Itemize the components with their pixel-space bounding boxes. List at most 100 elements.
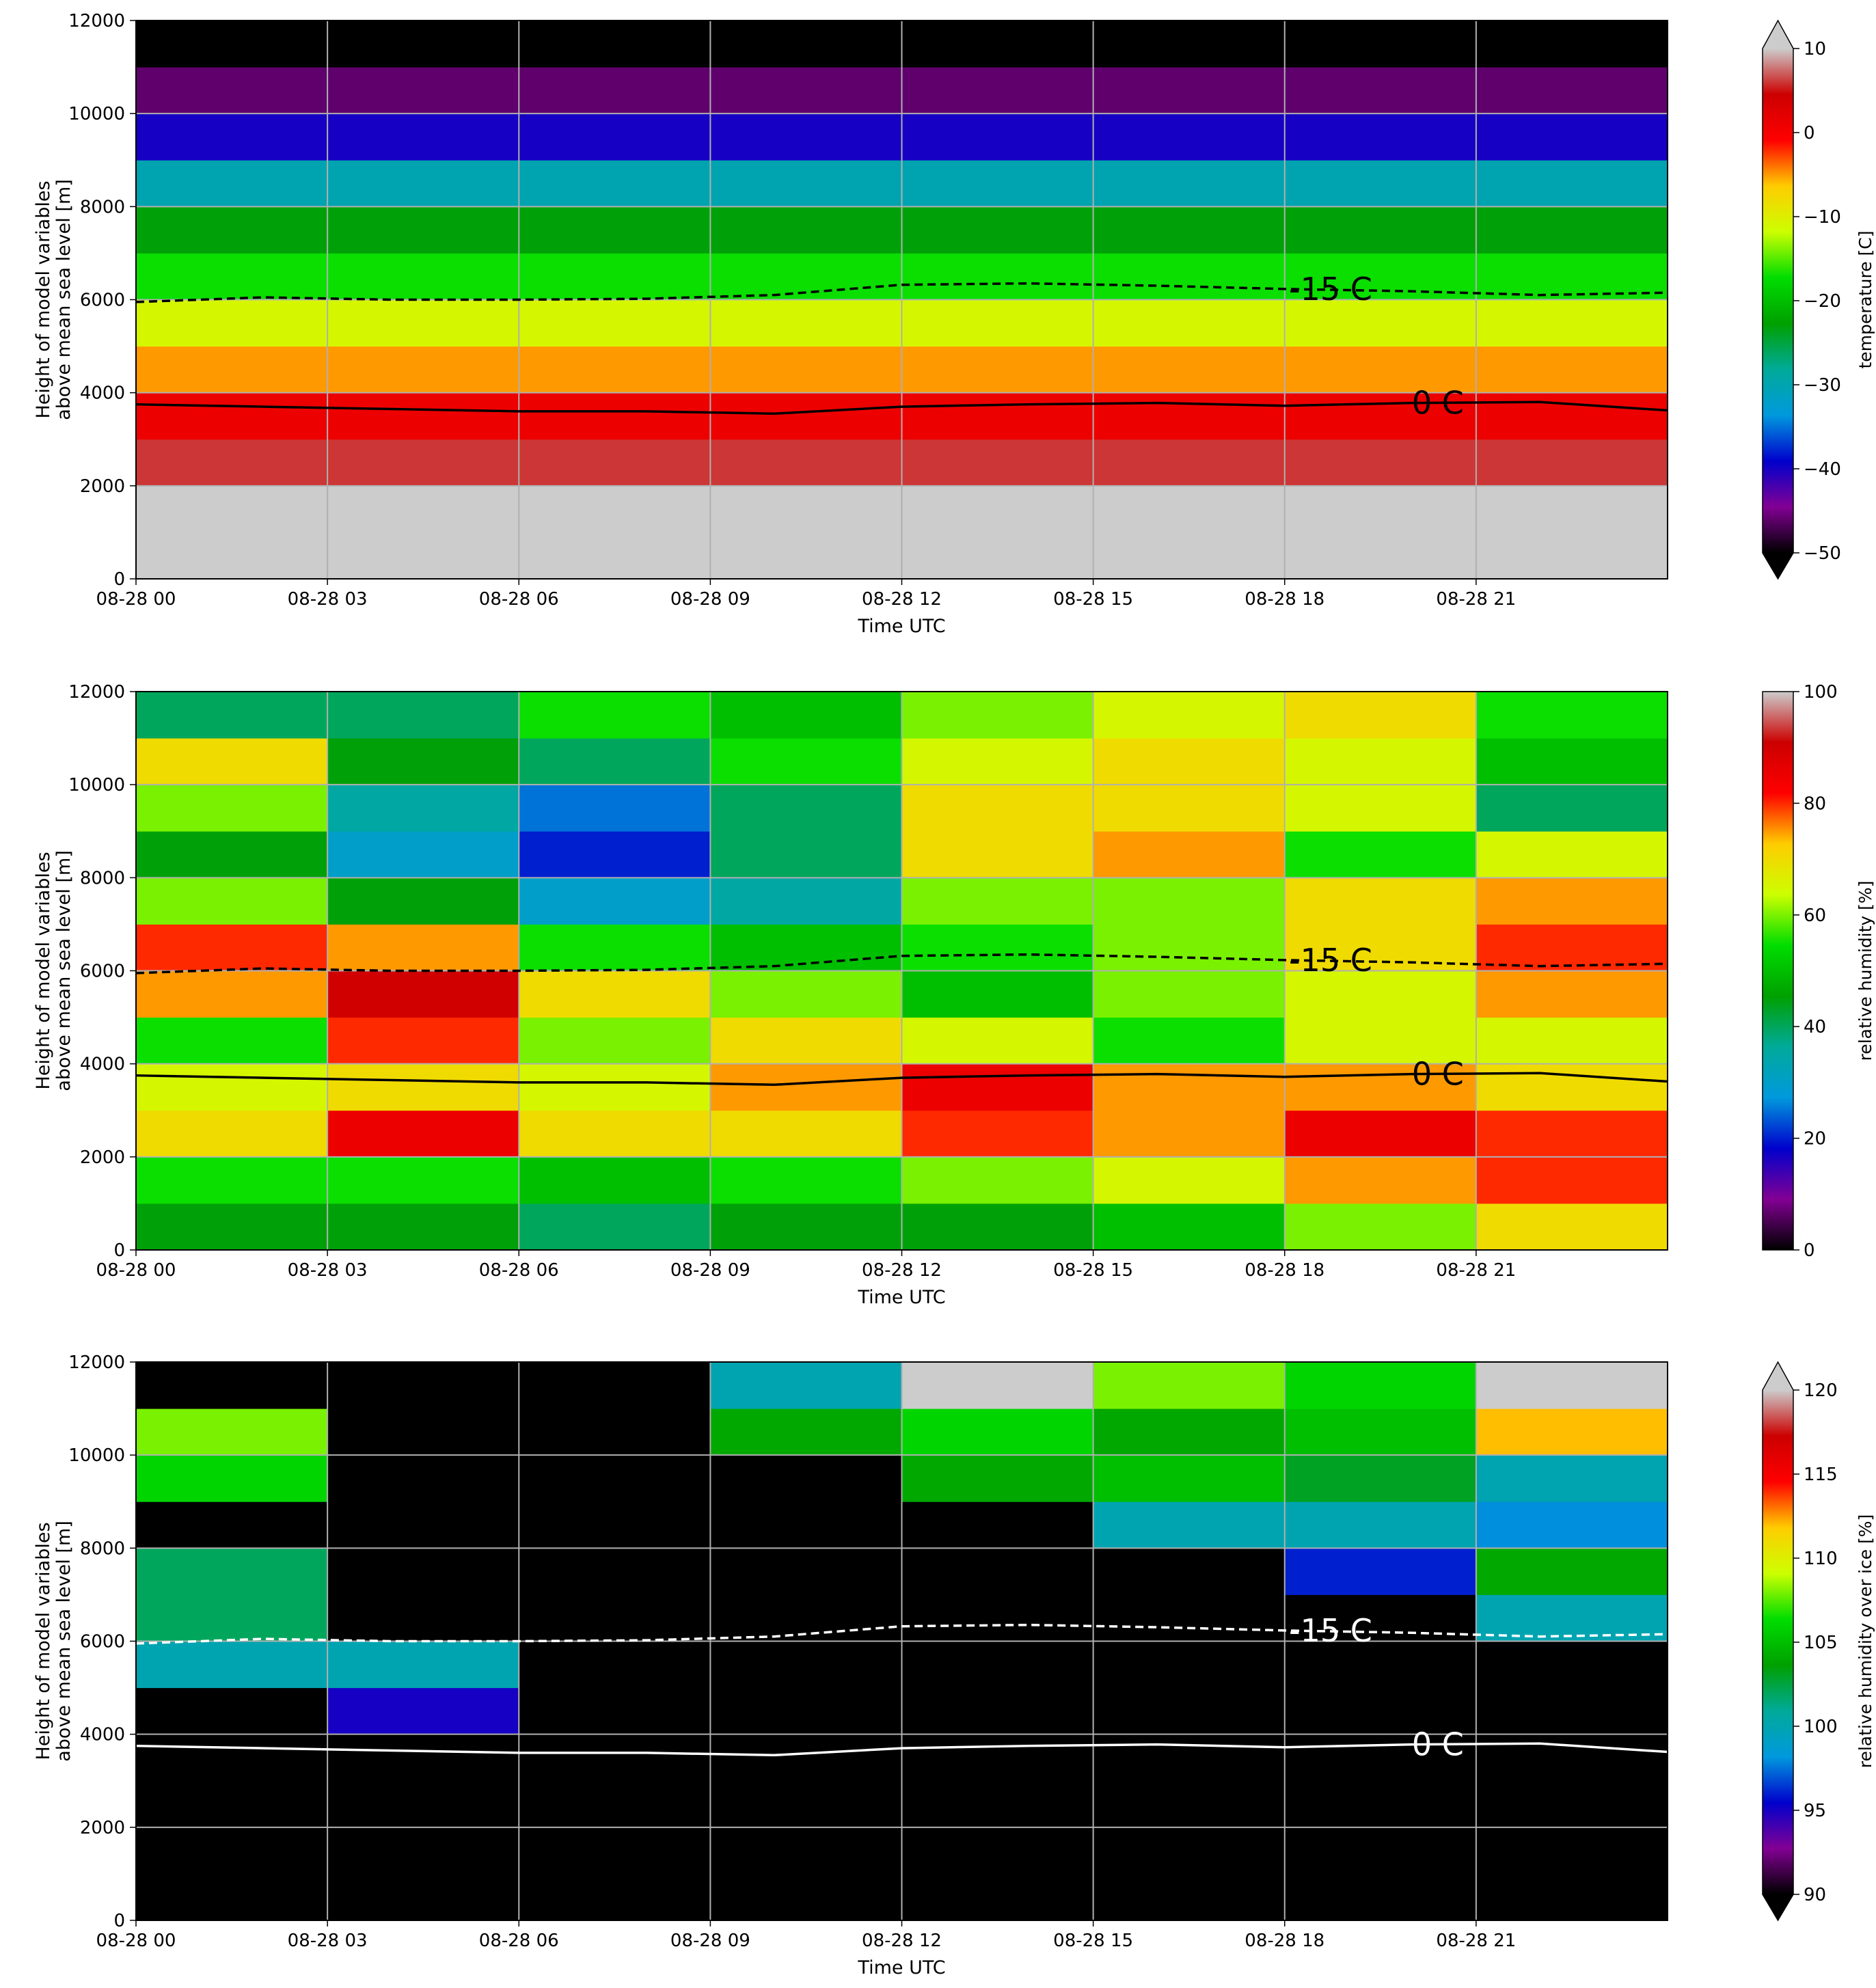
heat-cell: [710, 346, 902, 394]
heat-cell: [901, 1780, 1094, 1828]
y-tick-label: 6000: [80, 962, 125, 982]
heat-cell: [1476, 1501, 1668, 1549]
heat-cell: [1476, 299, 1668, 347]
heat-cell: [1093, 392, 1286, 440]
colorbar-tick-label: 100: [1804, 682, 1838, 703]
heat-cell: [136, 1594, 328, 1642]
heat-cell: [519, 1873, 711, 1921]
heat-cell: [519, 253, 711, 300]
heat-cell: [327, 346, 519, 394]
heat-cell: [1093, 253, 1286, 300]
heat-cell: [136, 1873, 328, 1921]
y-tick-label: 10000: [68, 104, 125, 124]
axes-frame: [135, 691, 1668, 1251]
heat-cell: [901, 831, 1094, 878]
heat-cell: [1284, 485, 1477, 533]
heat-cell: [710, 1780, 902, 1828]
contour-label: -15 C: [1289, 1612, 1372, 1649]
x-axis-label: Time UTC: [857, 616, 945, 637]
heat-cell: [710, 1063, 902, 1111]
heat-cell: [519, 1501, 711, 1549]
colorbar-tick-label: 20: [1804, 1129, 1826, 1149]
heat-cell: [136, 1827, 328, 1875]
y-tick-label: 0: [113, 569, 125, 590]
colorbar-tick-label: −10: [1804, 207, 1841, 228]
heat-cell: [901, 738, 1094, 785]
heat-cell: [1476, 1455, 1668, 1502]
heat-cell: [1476, 1203, 1668, 1251]
contour-line: [135, 400, 1668, 416]
heat-cell: [1284, 160, 1477, 207]
heat-cell: [519, 738, 711, 785]
colorbar-tick-label: 95: [1804, 1801, 1826, 1821]
y-tick-label: 8000: [80, 1538, 125, 1559]
x-tick-label: 08-28 03: [288, 589, 368, 610]
x-tick-label: 08-28 09: [670, 1260, 750, 1281]
heat-cell: [901, 113, 1094, 161]
heat-cell: [327, 831, 519, 878]
x-tick-label: 08-28 06: [479, 1931, 559, 1951]
y-tick-label: 4000: [80, 1054, 125, 1075]
heat-cell: [1093, 877, 1286, 925]
heat-cell: [1093, 1594, 1286, 1642]
heat-cell: [1476, 1063, 1668, 1111]
heat-cell: [327, 738, 519, 785]
x-tick-label: 08-28 03: [288, 1260, 368, 1281]
heat-cell: [1476, 1408, 1668, 1456]
contour-line: [135, 282, 1668, 303]
heat-cell: [1476, 1687, 1668, 1735]
heat-cell: [136, 1548, 328, 1595]
x-tick-label: 08-28 15: [1053, 589, 1133, 610]
heat-cell: [519, 877, 711, 925]
y-tick-label: 2000: [80, 1147, 125, 1168]
y-tick-label: 12000: [68, 11, 125, 31]
heat-cell: [519, 1156, 711, 1204]
heat-cell: [327, 1734, 519, 1782]
colorbar-tick-label: 90: [1804, 1885, 1826, 1905]
x-tick-label: 08-28 12: [862, 1260, 942, 1281]
heat-cell: [1284, 1203, 1477, 1251]
colorbar-tick-label: −50: [1804, 543, 1841, 564]
heat-cell: [519, 1687, 711, 1735]
heat-cell: [136, 532, 328, 580]
heat-cell: [1093, 1501, 1286, 1549]
colorbar-tick-label: 0: [1804, 123, 1815, 144]
heat-cell: [1093, 113, 1286, 161]
colorbar-tick-label: −40: [1804, 459, 1841, 480]
y-tick-label: 4000: [80, 383, 125, 404]
heat-cell: [901, 346, 1094, 394]
x-tick-label: 08-28 18: [1245, 1260, 1324, 1281]
heat-cell: [901, 692, 1094, 739]
heat-cell: [1476, 21, 1668, 68]
heat-cell: [901, 1110, 1094, 1158]
heat-cell: [901, 299, 1094, 347]
y-tick-label: 6000: [80, 1632, 125, 1652]
colorbar: [1763, 692, 1793, 1250]
heat-cell: [327, 1687, 519, 1735]
contour-line: [135, 1742, 1668, 1757]
heat-cell: [519, 206, 711, 254]
heat-cell: [710, 1548, 902, 1595]
heat-cell: [901, 1362, 1094, 1409]
heat-cell: [1476, 1362, 1668, 1409]
colorbar-tick-label: 100: [1804, 1717, 1838, 1737]
heat-cell: [136, 1017, 328, 1065]
y-axis-label: Height of model variablesabove mean sea …: [33, 850, 74, 1091]
heat-cell: [136, 206, 328, 254]
heat-cell: [901, 392, 1094, 440]
heat-cell: [710, 1362, 902, 1409]
heat-cell: [710, 1408, 902, 1456]
heat-cell: [1284, 1156, 1477, 1204]
heat-cell: [136, 160, 328, 207]
heat-cell: [1284, 1734, 1477, 1782]
x-tick-label: 08-28 18: [1245, 1931, 1324, 1951]
heat-cell: [710, 1017, 902, 1065]
heat-cell: [1476, 113, 1668, 161]
heat-cell: [1284, 392, 1477, 440]
contour-line: [135, 953, 1668, 975]
colorbar-tick-label: 0: [1804, 1240, 1815, 1261]
heat-cell: [136, 346, 328, 394]
heat-cell: [901, 1408, 1094, 1456]
heat-cell: [901, 1156, 1094, 1204]
